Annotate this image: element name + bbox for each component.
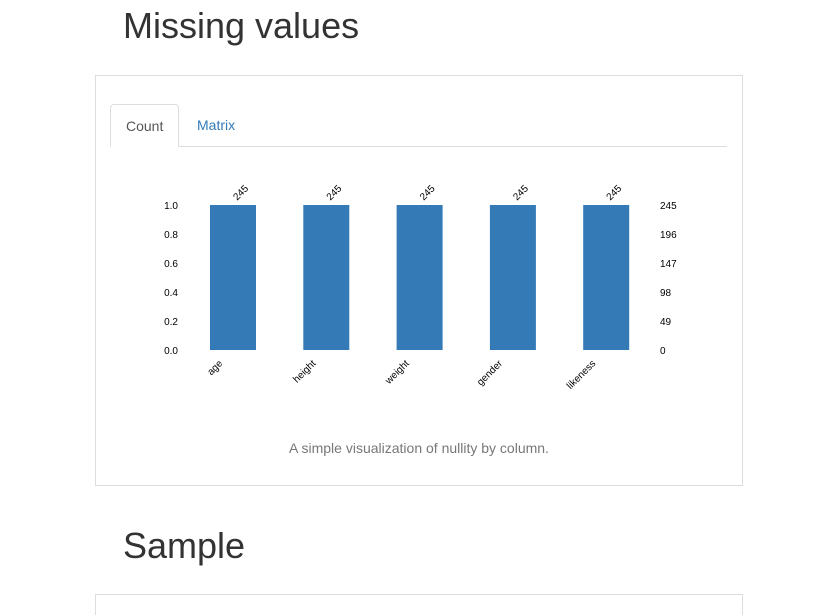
right-tick-label: 0	[660, 346, 666, 357]
bar-age	[210, 205, 256, 350]
bar-height	[303, 205, 350, 350]
left-tick-label: 0.0	[164, 346, 178, 357]
tab-bar: Count Matrix	[110, 104, 727, 147]
right-tick-label: 196	[660, 230, 677, 241]
right-tick-label: 147	[660, 259, 677, 270]
tab-matrix[interactable]: Matrix	[197, 117, 236, 133]
bar-count-label: 245	[418, 183, 438, 203]
left-tick-label: 0.8	[164, 230, 178, 241]
left-tick-label: 0.2	[164, 317, 178, 328]
missing-values-panel: Count Matrix 0.0 0.2 0.4 0.6 0.8 1.0 0 49 98 147 1…	[95, 75, 743, 486]
category-label: age	[206, 358, 226, 378]
bar-likeness	[583, 205, 630, 350]
right-tick-label: 49	[660, 317, 672, 328]
tab-count[interactable]: Count	[110, 104, 179, 147]
bar-count-label: 245	[511, 183, 531, 203]
left-tick-label: 1.0	[164, 201, 178, 212]
right-tick-label: 98	[660, 288, 672, 299]
section-title-sample: Sample	[123, 525, 246, 566]
sample-panel	[95, 594, 743, 615]
category-label: likeness	[565, 358, 598, 391]
category-label: weight	[383, 358, 412, 387]
nullity-bar-chart: 0.0 0.2 0.4 0.6 0.8 1.0 0 49 98 147 196 245 245 age 24…	[164, 183, 677, 392]
bar-count-label: 245	[325, 183, 345, 203]
right-tick-label: 245	[660, 201, 677, 212]
left-tick-label: 0.4	[164, 288, 178, 299]
bar-count-label: 245	[231, 183, 251, 203]
left-tick-label: 0.6	[164, 259, 178, 270]
chart-caption: A simple visualization of nullity by col…	[289, 440, 549, 456]
bar-weight	[396, 205, 443, 350]
bar-gender	[489, 205, 536, 350]
section-title-missing-values: Missing values	[123, 5, 360, 46]
bar-count-label: 245	[605, 183, 625, 203]
category-label: gender	[475, 358, 505, 388]
category-label: height	[291, 358, 318, 385]
